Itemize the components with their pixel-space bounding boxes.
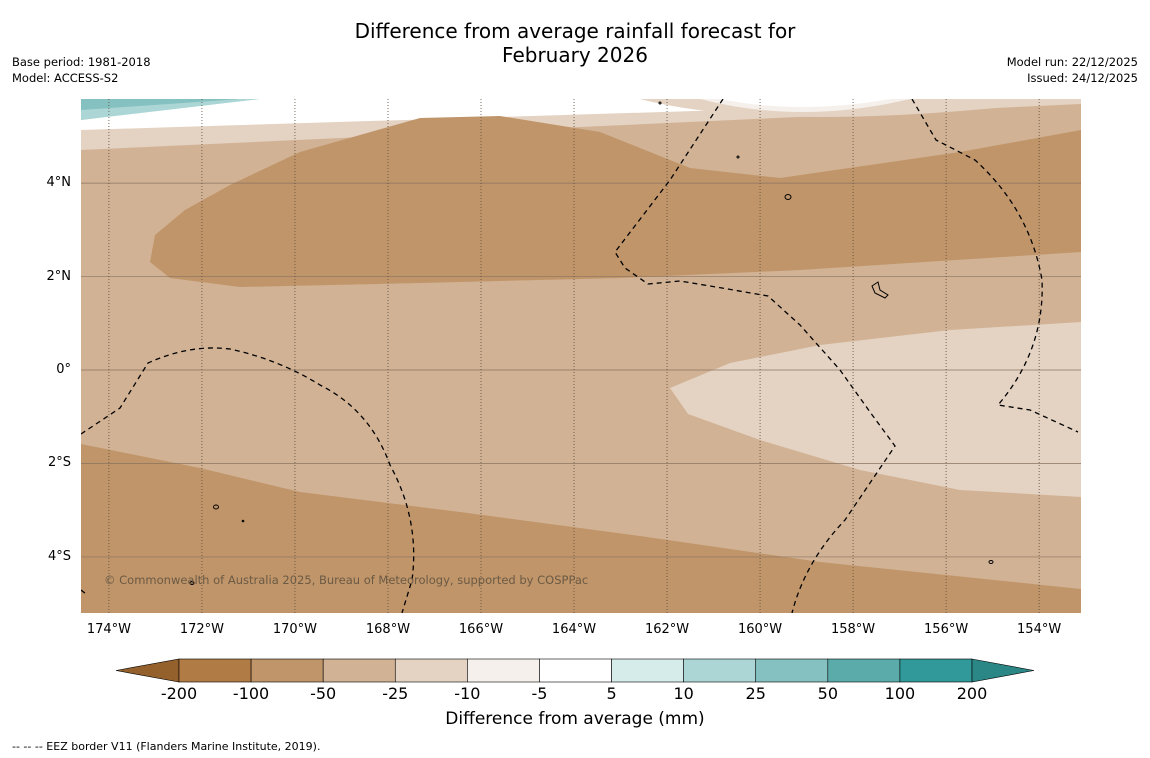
colorbar-segment <box>899 658 973 683</box>
latitude-label: 4°S <box>47 548 71 564</box>
colorbar-segment <box>394 658 468 683</box>
map-title-line-1: Difference from average rainfall forecas… <box>354 19 796 43</box>
colorbar-segment <box>683 658 757 683</box>
eez-border-east <box>911 99 1079 433</box>
eez-border-central <box>614 99 896 613</box>
colorbar-extend-high <box>971 658 1035 683</box>
colorbar-tick-label: -10 <box>454 684 481 703</box>
island-outline-4 <box>988 560 994 564</box>
colorbar-tick-label: 100 <box>884 684 916 703</box>
island-outline-kiritimati <box>871 281 889 299</box>
colorbar-segment <box>250 658 324 683</box>
colorbar-tick-label: -5 <box>531 684 548 703</box>
model-run-label: Model run: 22/12/2025 <box>1006 55 1138 69</box>
contour-band-minus100-north <box>150 116 1081 287</box>
longitude-label: 160°W <box>737 622 783 637</box>
colorbar-tick-label: 50 <box>817 684 838 703</box>
colorbar-tick-label: -25 <box>382 684 409 703</box>
colorbar-tick-label: -50 <box>310 684 337 703</box>
island-outline-6 <box>736 155 740 159</box>
eez-border-sw-fragment <box>81 589 87 595</box>
model-info: Base period: 1981-2018 Model: ACCESS-S2 <box>12 54 151 86</box>
latitude-label: 0° <box>56 362 71 378</box>
longitude-label: 168°W <box>365 622 411 637</box>
island-outline-7 <box>241 519 245 523</box>
longitude-label: 156°W <box>924 622 969 637</box>
issued-label: Issued: 24/12/2025 <box>1027 71 1138 85</box>
colorbar-tick-label: 25 <box>745 684 766 703</box>
longitude-label: 174°W <box>86 622 131 637</box>
contour-band-minus25-east <box>670 322 1081 497</box>
colorbar-segment <box>539 658 612 683</box>
map-title: Difference from average rainfall forecas… <box>0 19 1150 67</box>
run-info: Model run: 22/12/2025 Issued: 24/12/2025 <box>1007 54 1138 86</box>
longitude-label: 164°W <box>551 622 597 637</box>
map-title-line-2: February 2026 <box>502 43 648 67</box>
colorbar <box>115 658 1035 683</box>
colorbar-segment <box>322 658 396 683</box>
contour-band-minus5-top <box>720 99 890 107</box>
colorbar-tick-label: 200 <box>956 684 988 703</box>
model-name-label: Model: ACCESS-S2 <box>12 71 119 85</box>
colorbar-segment <box>178 658 252 683</box>
island-outline-1 <box>784 194 792 200</box>
contour-band-25-corner <box>81 99 240 110</box>
eez-borders <box>81 99 1079 613</box>
latitude-gridlines <box>81 182 1081 558</box>
colorbar-tick-label: 10 <box>673 684 694 703</box>
island-outlines <box>189 101 994 585</box>
longitude-label: 154°W <box>1017 622 1062 637</box>
longitude-label: 158°W <box>830 622 876 637</box>
island-outline-2 <box>213 504 219 510</box>
longitude-label: 170°W <box>272 622 318 637</box>
colorbar-title: Difference from average (mm) <box>445 709 705 729</box>
contour-band-minus100-south <box>81 444 1081 613</box>
colorbar-segment <box>467 658 540 683</box>
eez-border-west <box>81 347 415 613</box>
longitude-label: 172°W <box>179 622 225 637</box>
eez-footnote: -- -- -- EEZ border V11 (Flanders Marine… <box>12 740 321 753</box>
colorbar-tick-label: -100 <box>232 684 270 703</box>
map-contour-field <box>81 99 1081 613</box>
colorbar-segment <box>611 658 684 683</box>
base-period-label: Base period: 1981-2018 <box>12 55 151 69</box>
longitude-label: 166°W <box>458 622 504 637</box>
island-outline-3 <box>189 581 195 585</box>
longitude-label: 162°W <box>644 622 690 637</box>
colorbar-segment <box>827 658 901 683</box>
latitude-label: 4°N <box>46 175 72 191</box>
colorbar-tick-label: 5 <box>606 684 617 703</box>
colorbar-extend-low <box>115 658 180 683</box>
colorbar-segment <box>755 658 829 683</box>
latitude-label: 2°N <box>46 268 72 284</box>
latitude-label: 2°S <box>47 455 71 471</box>
colorbar-tick-label: -200 <box>160 684 198 703</box>
island-outline-5 <box>658 101 662 105</box>
copyright-notice: © Commonwealth of Australia 2025, Bureau… <box>104 573 589 587</box>
